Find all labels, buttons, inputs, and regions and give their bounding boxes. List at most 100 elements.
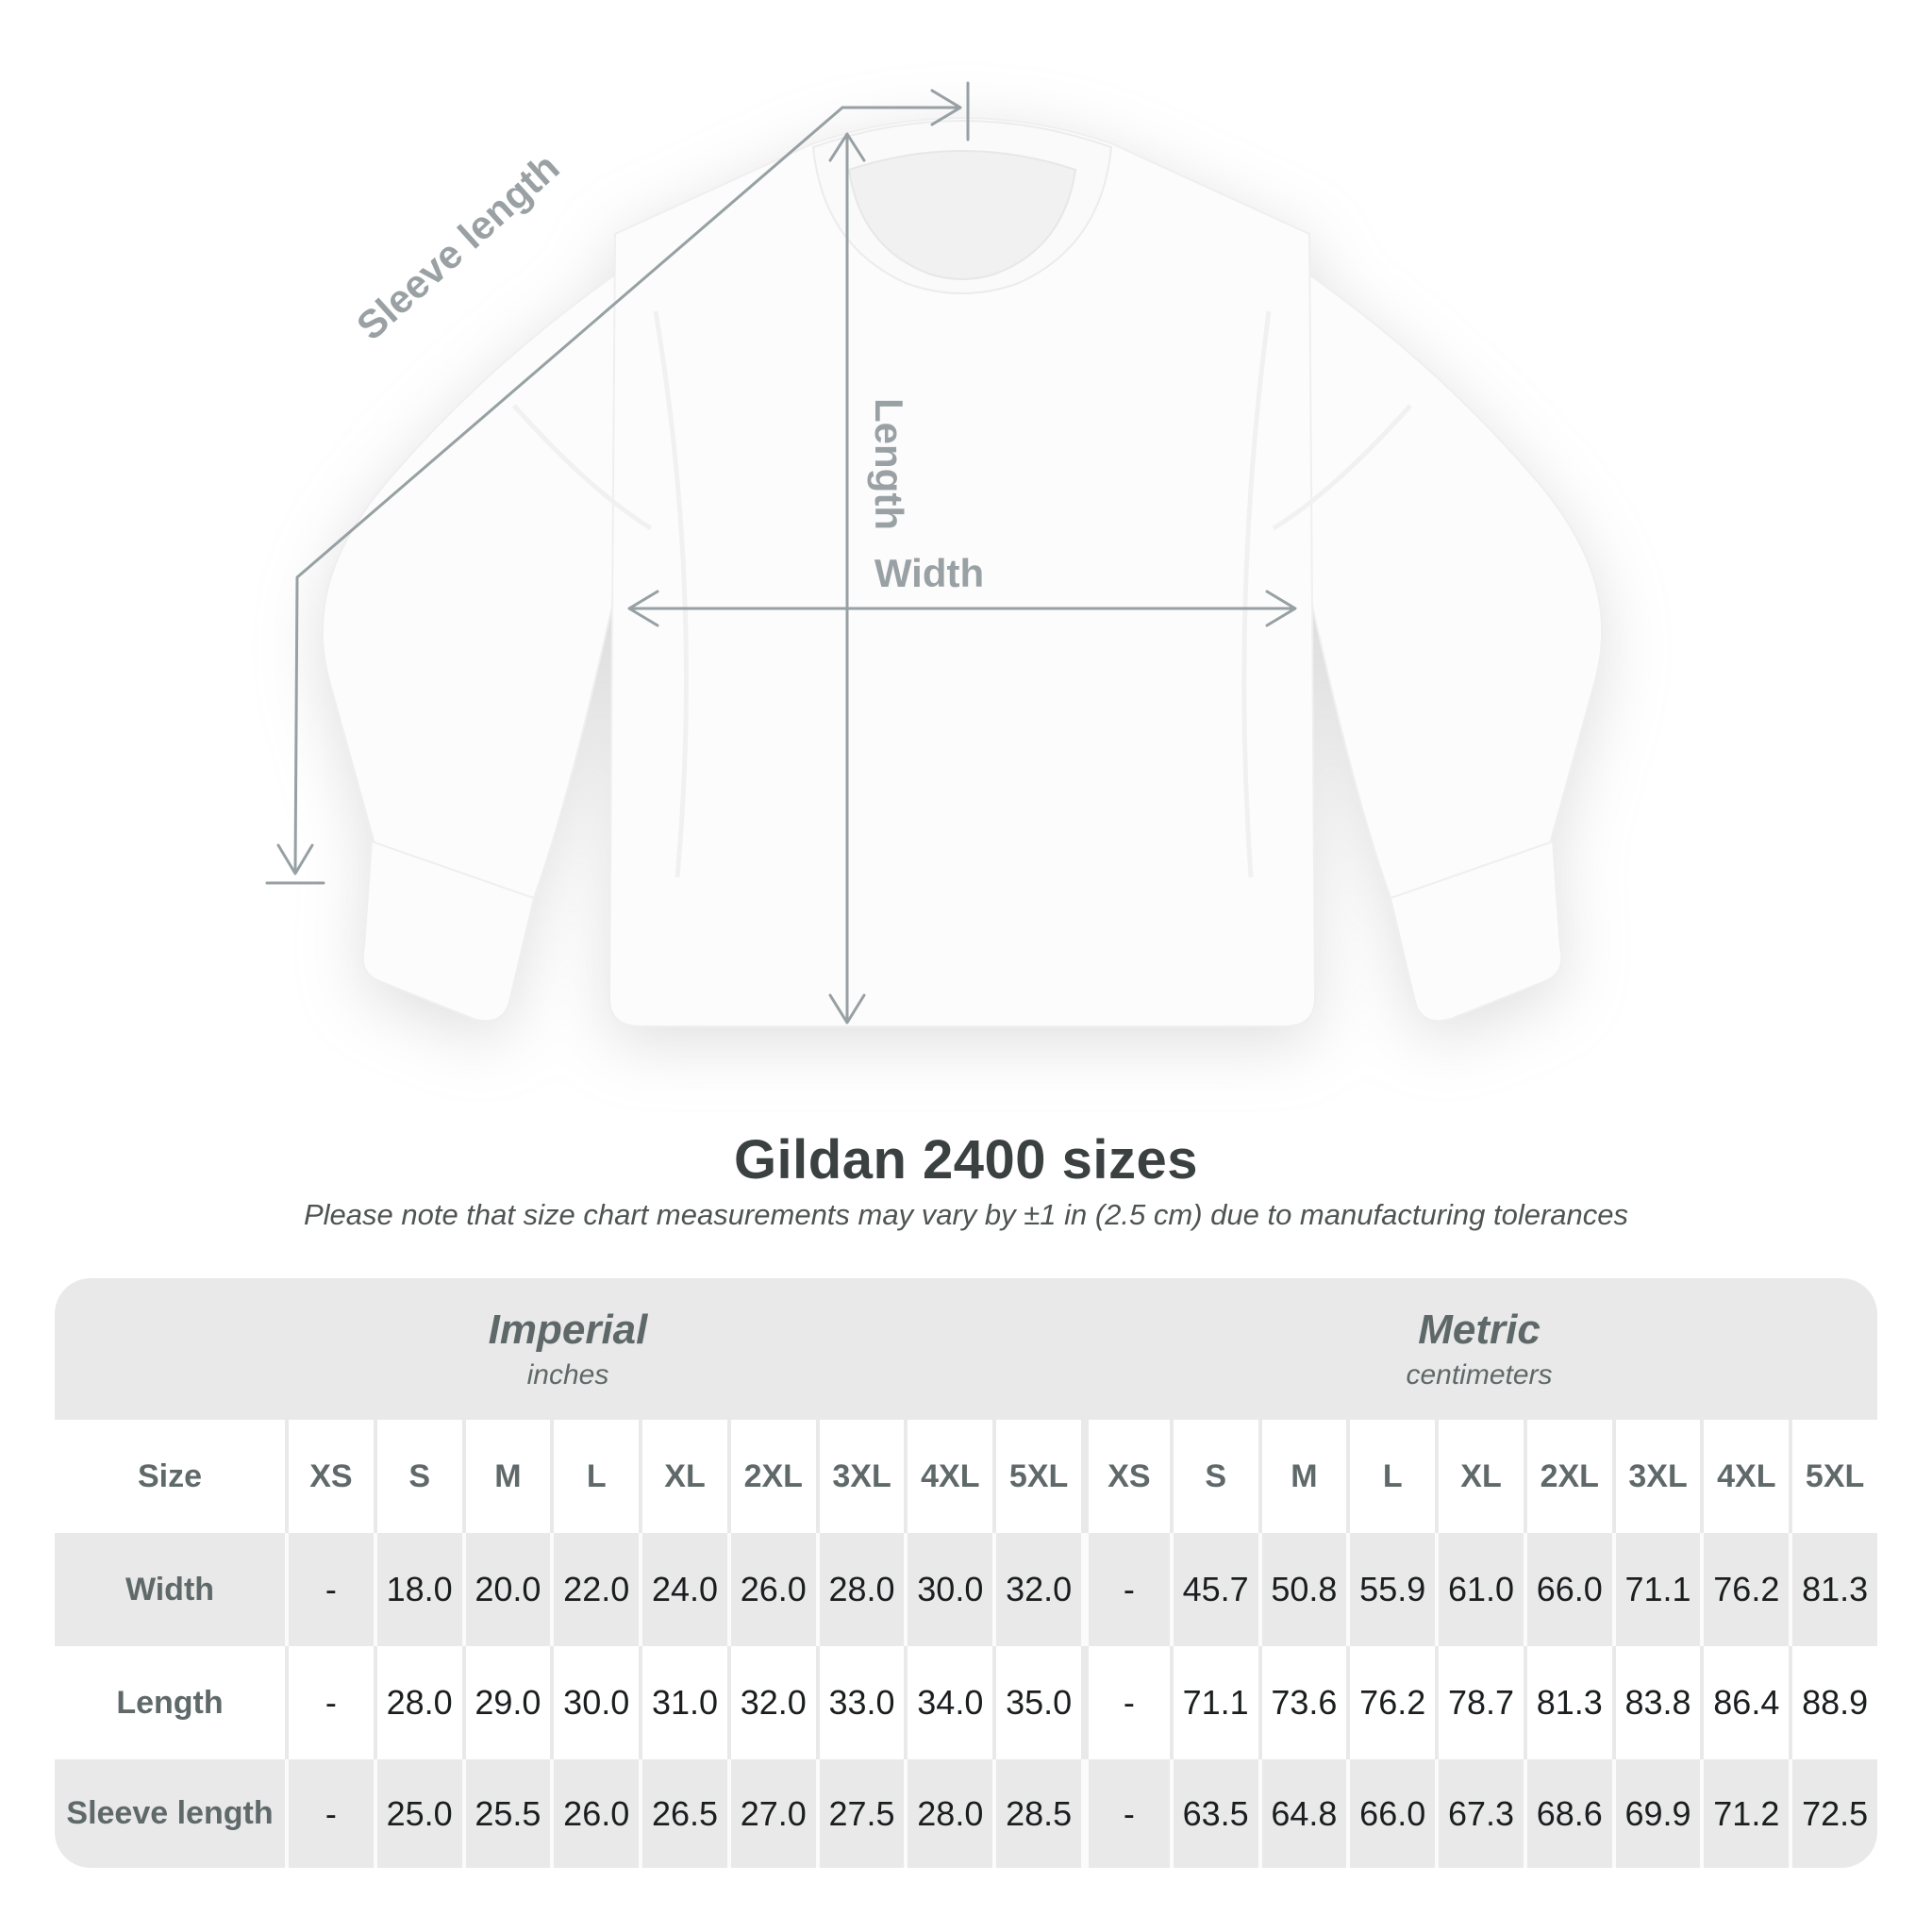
- shirt-left-sleeve: [321, 159, 817, 900]
- width-arrow: [627, 590, 1297, 627]
- value-cell: 34.0: [904, 1646, 992, 1759]
- size-header-cell: XL: [639, 1420, 727, 1533]
- shirt-diagram: Sleeve length Length Width: [265, 81, 1604, 1027]
- value-cell: 20.0: [461, 1533, 551, 1646]
- value-cell: 81.3: [1523, 1646, 1612, 1759]
- value-cell: 26.0: [726, 1533, 816, 1646]
- value-cell: 61.0: [1435, 1533, 1524, 1646]
- size-header-cell: M: [1257, 1420, 1347, 1533]
- width-label: Width: [874, 551, 984, 595]
- value-cell: 24.0: [639, 1533, 727, 1646]
- unit-group-imperial: Imperial inches: [55, 1278, 1081, 1420]
- size-header-cell: 4XL: [904, 1420, 992, 1533]
- size-header-cell: 3XL: [815, 1420, 905, 1533]
- value-cell: 29.0: [461, 1646, 551, 1759]
- crease-line: [512, 404, 653, 531]
- row-label: Length: [116, 1684, 224, 1721]
- value-cell: 63.5: [1169, 1759, 1258, 1868]
- size-header-cell: L: [550, 1420, 639, 1533]
- shirt-right-sleeve: [1108, 159, 1604, 900]
- crease-line: [1272, 404, 1412, 531]
- size-table: Imperial inches Metric centimeters Size X…: [55, 1278, 1877, 1868]
- value-cell: 30.0: [904, 1533, 992, 1646]
- value-cell: 71.1: [1611, 1533, 1701, 1646]
- size-header-cell: M: [461, 1420, 551, 1533]
- size-header-cell: XS: [1081, 1420, 1170, 1533]
- value-cell: 86.4: [1700, 1646, 1789, 1759]
- metric-unit-label: centimeters: [1406, 1359, 1553, 1391]
- size-col-header: Size: [137, 1457, 203, 1494]
- value-cell: 22.0: [550, 1533, 639, 1646]
- value-cell: 28.0: [904, 1759, 992, 1868]
- value-cell: -: [285, 1533, 374, 1646]
- value-cell: 32.0: [992, 1533, 1081, 1646]
- value-cell: -: [285, 1759, 374, 1868]
- value-cell: 72.5: [1789, 1759, 1877, 1868]
- shirt-right-cuff: [1389, 840, 1563, 1023]
- value-cell: 26.0: [550, 1759, 639, 1868]
- value-cell: 27.5: [815, 1759, 905, 1868]
- value-cell: 26.5: [639, 1759, 727, 1868]
- table-row: Sleeve length -25.0 25.5 26.0 26.5 27.0 27.5 28…: [55, 1759, 1877, 1868]
- table-row: Length -28.0 29.0 30.0 31.0 32.0 33.0 34.0 35.0-…: [55, 1646, 1877, 1759]
- value-cell: 64.8: [1257, 1759, 1347, 1868]
- sleeve-length-label: Sleeve length: [348, 144, 568, 348]
- size-header-cell: 5XL: [992, 1420, 1081, 1533]
- value-cell: 78.7: [1435, 1646, 1524, 1759]
- value-cell: 50.8: [1257, 1533, 1347, 1646]
- value-cell: -: [1081, 1646, 1170, 1759]
- imperial-unit-label: inches: [526, 1359, 609, 1391]
- value-cell: -: [1081, 1759, 1170, 1868]
- value-cell: 30.0: [550, 1646, 639, 1759]
- unit-header-band: Imperial inches Metric centimeters: [55, 1278, 1877, 1420]
- size-header-cell: 5XL: [1789, 1420, 1877, 1533]
- shirt-left-cuff: [361, 840, 536, 1023]
- value-cell: -: [1081, 1533, 1170, 1646]
- value-cell: 28.0: [373, 1646, 462, 1759]
- value-cell: 68.6: [1523, 1759, 1612, 1868]
- long-sleeve-shirt: [321, 117, 1604, 1027]
- value-cell: 33.0: [815, 1646, 905, 1759]
- length-label: Length: [867, 398, 911, 530]
- value-cell: 69.9: [1611, 1759, 1701, 1868]
- size-header-cell: XL: [1435, 1420, 1524, 1533]
- row-label: Width: [125, 1571, 215, 1607]
- imperial-label: Imperial: [488, 1307, 648, 1353]
- length-arrow: [828, 132, 866, 1024]
- value-cell: 73.6: [1257, 1646, 1347, 1759]
- page-title: Gildan 2400 sizes: [733, 1129, 1199, 1191]
- value-cell: 76.2: [1346, 1646, 1435, 1759]
- value-cell: 88.9: [1789, 1646, 1877, 1759]
- table-row: Width -18.0 20.0 22.0 24.0 26.0 28.0 30.0 32.0-4…: [55, 1533, 1877, 1646]
- value-cell: 81.3: [1789, 1533, 1877, 1646]
- value-cell: 71.1: [1169, 1646, 1258, 1759]
- shirt-body: [608, 117, 1317, 1027]
- value-cell: 71.2: [1700, 1759, 1789, 1868]
- value-cell: 28.0: [815, 1533, 905, 1646]
- size-header-cell: S: [1169, 1420, 1258, 1533]
- size-grid: Size XS S M L XL 2XL 3XL 4XL 5XL XS S M L XL 2XL 3XL 4XL 5…: [55, 1420, 1877, 1868]
- value-cell: 55.9: [1346, 1533, 1435, 1646]
- value-cell: 25.0: [373, 1759, 462, 1868]
- size-header-cell: XS: [285, 1420, 374, 1533]
- value-cell: 31.0: [639, 1646, 727, 1759]
- shirt-collar-opening: [847, 150, 1077, 280]
- tolerance-note: Please note that size chart measurements…: [303, 1198, 1629, 1231]
- crease-line: [653, 310, 689, 878]
- sleeve-length-arrow: [265, 81, 970, 885]
- crease-line: [1241, 310, 1272, 878]
- size-header-row: Size XS S M L XL 2XL 3XL 4XL 5XL XS S M L XL 2XL 3XL 4XL 5…: [55, 1420, 1877, 1533]
- value-cell: 67.3: [1435, 1759, 1524, 1868]
- value-cell: 27.0: [726, 1759, 816, 1868]
- value-cell: 76.2: [1700, 1533, 1789, 1646]
- value-cell: 25.5: [461, 1759, 551, 1868]
- value-cell: 18.0: [373, 1533, 462, 1646]
- value-cell: 83.8: [1611, 1646, 1701, 1759]
- value-cell: -: [285, 1646, 374, 1759]
- size-header-cell: 2XL: [726, 1420, 816, 1533]
- value-cell: 45.7: [1169, 1533, 1258, 1646]
- row-label: Sleeve length: [66, 1795, 274, 1831]
- metric-label: Metric: [1418, 1307, 1541, 1353]
- value-cell: 32.0: [726, 1646, 816, 1759]
- size-header-cell: 2XL: [1523, 1420, 1612, 1533]
